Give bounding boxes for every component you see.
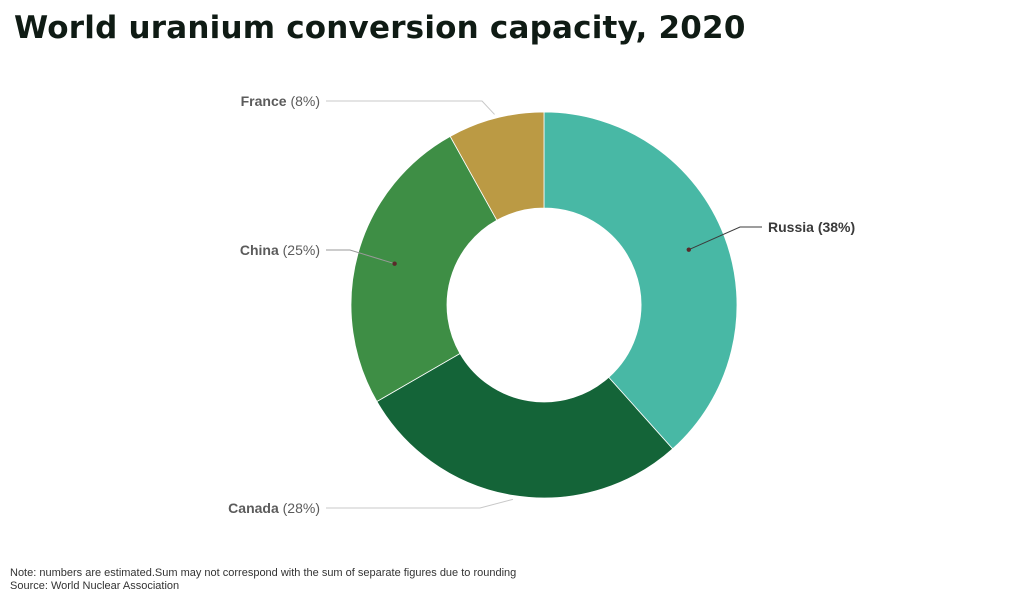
slice-label-canada: Canada (28%) <box>228 500 320 516</box>
slice-category-canada: Canada <box>228 500 282 516</box>
leader-line-france <box>326 100 495 115</box>
slice-category-russia: Russia <box>768 219 818 235</box>
slice-china <box>350 135 498 403</box>
chart-title: World uranium conversion capacity, 2020 <box>14 10 746 46</box>
slice-labels: Russia (38%) Canada (28%) China (25%) Franc… <box>228 93 855 516</box>
slice-canada <box>376 352 674 499</box>
leader-dot-china <box>392 261 397 266</box>
source-note: Source: World Nuclear Association <box>10 580 180 592</box>
slice-category-china: China <box>240 242 283 258</box>
slice-percent-china: (25%) <box>283 242 320 258</box>
slice-percent-canada: (28%) <box>283 500 320 516</box>
chart-footer: Note: numbers are estimated.Sum may not … <box>10 567 516 593</box>
slice-label-china: China (25%) <box>240 242 320 258</box>
leader-line-russia <box>688 226 762 251</box>
slice-percent-russia: (38%) <box>818 219 855 235</box>
slice-percent-france: (8%) <box>290 93 320 109</box>
donut-slices <box>350 111 738 499</box>
slice-label-france: France (8%) <box>241 93 320 109</box>
leader-line-canada <box>326 498 514 509</box>
leader-dot-russia <box>686 247 691 252</box>
slice-russia <box>543 111 738 450</box>
leader-line-china <box>326 249 395 265</box>
slice-france <box>449 111 545 221</box>
slice-category-france: France <box>241 93 291 109</box>
slice-label-russia: Russia (38%) <box>768 219 855 235</box>
leader-lines <box>326 100 762 509</box>
footnote: Note: numbers are estimated.Sum may not … <box>10 567 517 579</box>
